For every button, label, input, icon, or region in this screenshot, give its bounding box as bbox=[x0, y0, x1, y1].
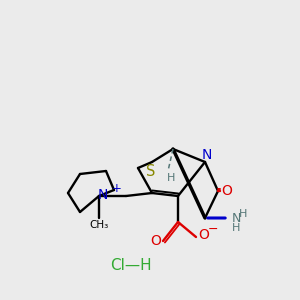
Text: S: S bbox=[146, 164, 156, 178]
Text: CH₃: CH₃ bbox=[89, 220, 109, 230]
Text: H: H bbox=[239, 209, 247, 219]
Text: −: − bbox=[208, 223, 218, 236]
Text: +: + bbox=[112, 182, 122, 194]
Text: O: O bbox=[199, 228, 209, 242]
Text: H: H bbox=[232, 223, 240, 233]
Text: N: N bbox=[98, 188, 108, 202]
Text: O: O bbox=[151, 234, 161, 248]
Text: N: N bbox=[202, 148, 212, 162]
Text: N: N bbox=[231, 212, 241, 226]
Text: H: H bbox=[167, 173, 175, 183]
Text: O: O bbox=[222, 184, 232, 198]
Text: Cl—H: Cl—H bbox=[110, 257, 152, 272]
